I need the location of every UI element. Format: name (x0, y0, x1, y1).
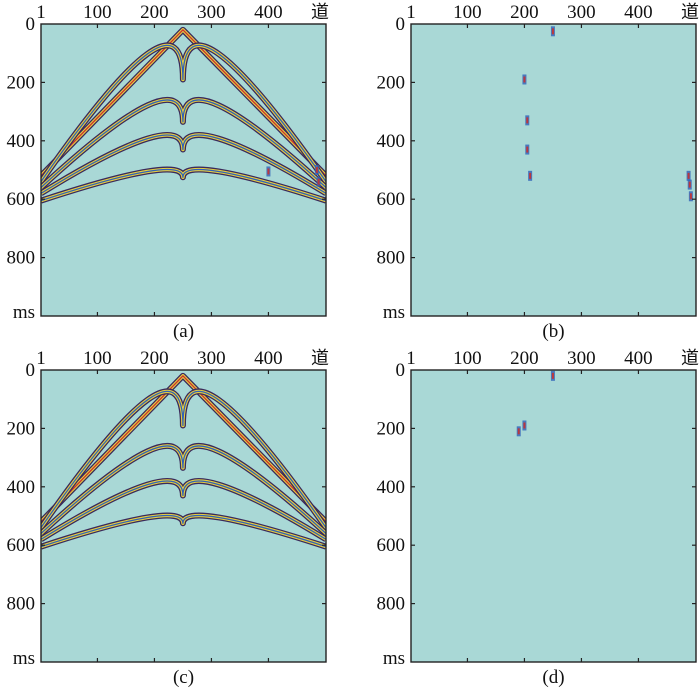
event-c-1 (41, 372, 326, 524)
frame-c (40, 369, 327, 663)
y-tick-label-c-4: 800 (7, 594, 36, 615)
event-c-4 (41, 478, 326, 542)
frame-d (410, 369, 697, 663)
y-tick-label-b-3: 600 (377, 189, 406, 210)
y-tick-label-c-0: 0 (26, 360, 36, 381)
x-tick-label-a-0: 1 (36, 2, 46, 23)
plot-area-b (411, 24, 696, 316)
event-a-2 (41, 42, 326, 184)
x-tick-label-a-3: 300 (197, 2, 226, 23)
x-tick-label-c-0: 1 (36, 348, 46, 369)
x-tick-label-d-1: 100 (453, 348, 482, 369)
noise-mark-a-3 (266, 166, 271, 177)
panel-label-d: (d) (542, 667, 564, 688)
event-a-3 (41, 96, 326, 190)
noise-mark-b-4 (525, 144, 530, 155)
frame-b (410, 23, 697, 317)
y-tick-label-c-3: 600 (7, 535, 36, 556)
x-tick-label-b-5: 道 (681, 2, 699, 23)
y-tick-label-b-5: ms (383, 302, 405, 323)
panel-a: 1 100 200 300 400 道 0 200 400 600 800 ms (a) (7, 2, 330, 342)
x-tick-label-c-2: 200 (140, 348, 169, 369)
y-tick-label-a-1: 200 (7, 72, 36, 93)
y-tick-label-a-5: ms (13, 302, 35, 323)
panel-label-b: (b) (542, 321, 564, 342)
noise-mark-b-5 (528, 170, 533, 181)
y-tick-label-c-2: 400 (7, 477, 36, 498)
x-tick-label-c-3: 300 (197, 348, 226, 369)
y-tick-label-c-5: ms (13, 648, 35, 669)
noise-mark-b-8 (688, 191, 693, 202)
y-tick-label-a-2: 400 (7, 131, 36, 152)
noise-mark-a-2 (316, 176, 321, 187)
event-a-1 (41, 26, 326, 178)
panel-label-a: (a) (173, 321, 194, 342)
x-tick-label-d-3: 300 (567, 348, 596, 369)
noise-mark-d-2 (522, 420, 527, 431)
x-tick-label-b-4: 400 (624, 2, 653, 23)
noise-mark-b-3 (525, 115, 530, 126)
panel-b: 1 100 200 300 400 道 0 200 400 600 800 ms (b) (377, 2, 700, 342)
x-tick-label-a-2: 200 (140, 2, 169, 23)
y-tick-label-a-4: 800 (7, 248, 36, 269)
panel-d: 1 100 200 300 400 道 0 200 400 600 800 ms (d) (377, 348, 700, 688)
noise-mark-b-1 (550, 26, 555, 37)
x-tick-label-c-1: 100 (83, 348, 112, 369)
panel-label-c: (c) (173, 667, 194, 688)
x-tick-label-b-0: 1 (406, 2, 416, 23)
event-c-3 (41, 442, 326, 536)
x-tick-label-d-0: 1 (406, 348, 416, 369)
y-tick-label-b-0: 0 (396, 14, 406, 35)
y-tick-label-c-1: 200 (7, 418, 36, 439)
noise-mark-b-2 (522, 74, 527, 85)
x-tick-label-a-5: 道 (311, 2, 329, 23)
y-tick-label-b-4: 800 (377, 248, 406, 269)
x-tick-label-a-4: 400 (254, 2, 283, 23)
y-tick-label-a-3: 600 (7, 189, 36, 210)
event-c-5 (41, 512, 326, 550)
y-tick-label-b-1: 200 (377, 72, 406, 93)
event-a-5 (41, 166, 326, 204)
x-tick-label-d-5: 道 (681, 348, 699, 369)
y-tick-label-d-2: 400 (377, 477, 406, 498)
y-tick-label-d-4: 800 (377, 594, 406, 615)
noise-mark-a-1 (314, 165, 319, 175)
frame-a (40, 23, 327, 317)
y-tick-label-d-5: ms (383, 648, 405, 669)
x-tick-label-a-1: 100 (83, 2, 112, 23)
noise-mark-b-7 (687, 179, 692, 190)
noise-mark-b-6 (686, 170, 691, 181)
noise-mark-d-1 (550, 370, 555, 381)
x-tick-label-d-4: 400 (624, 348, 653, 369)
y-tick-label-a-0: 0 (26, 14, 36, 35)
y-tick-label-b-2: 400 (377, 131, 406, 152)
panel-c: 1 100 200 300 400 道 0 200 400 600 800 ms (c) (7, 348, 330, 688)
y-tick-label-d-0: 0 (396, 360, 406, 381)
x-tick-label-b-2: 200 (510, 2, 539, 23)
y-tick-label-d-3: 600 (377, 535, 406, 556)
x-tick-label-c-4: 400 (254, 348, 283, 369)
plot-area-d (411, 370, 696, 662)
event-a-4 (41, 132, 326, 196)
x-tick-label-d-2: 200 (510, 348, 539, 369)
noise-mark-d-3 (516, 426, 521, 437)
x-tick-label-c-5: 道 (311, 348, 329, 369)
event-c-2 (41, 388, 326, 530)
x-tick-label-b-1: 100 (453, 2, 482, 23)
x-tick-label-b-3: 300 (567, 2, 596, 23)
y-tick-label-d-1: 200 (377, 418, 406, 439)
